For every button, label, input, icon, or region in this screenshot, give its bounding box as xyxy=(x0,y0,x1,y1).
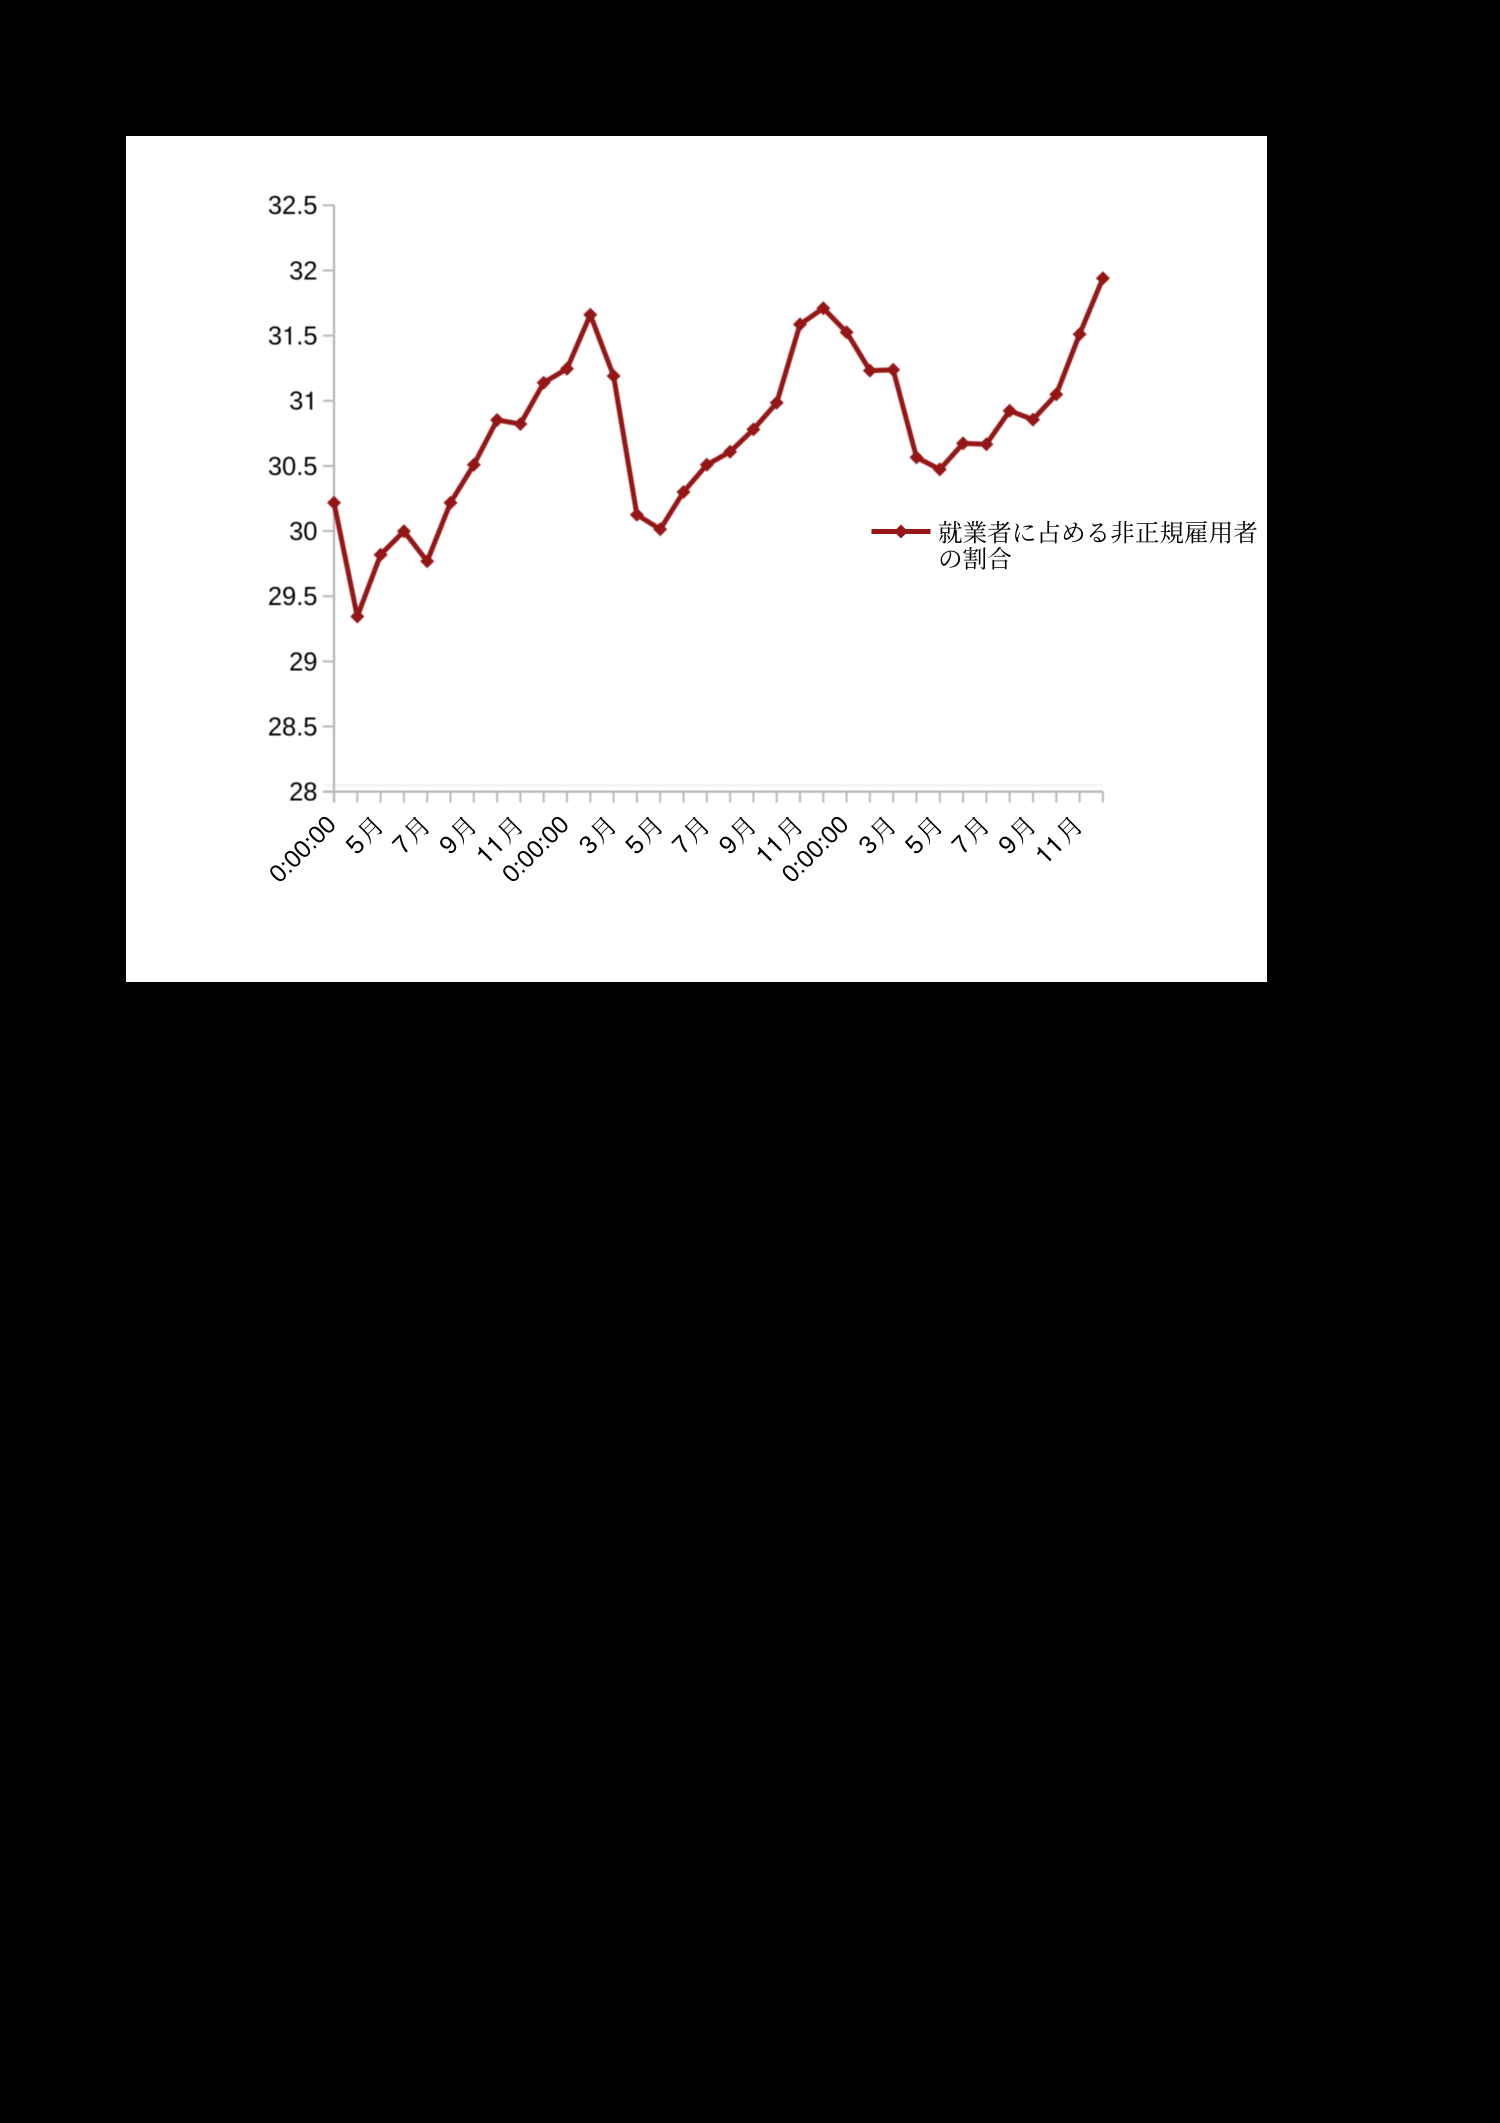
svg-text:32: 32 xyxy=(289,257,317,285)
svg-text:28.5: 28.5 xyxy=(268,713,318,741)
svg-text:32.5: 32.5 xyxy=(268,192,318,220)
svg-text:29: 29 xyxy=(289,648,317,676)
svg-text:.: . xyxy=(296,323,303,351)
svg-text:29.5: 29.5 xyxy=(268,583,318,611)
svg-text:3: 3 xyxy=(289,388,303,416)
svg-text:30: 30 xyxy=(289,518,317,546)
svg-text:30.5: 30.5 xyxy=(268,453,318,481)
svg-text:5: 5 xyxy=(303,323,317,351)
svg-text:3: 3 xyxy=(268,323,282,351)
svg-text:28: 28 xyxy=(289,779,317,807)
